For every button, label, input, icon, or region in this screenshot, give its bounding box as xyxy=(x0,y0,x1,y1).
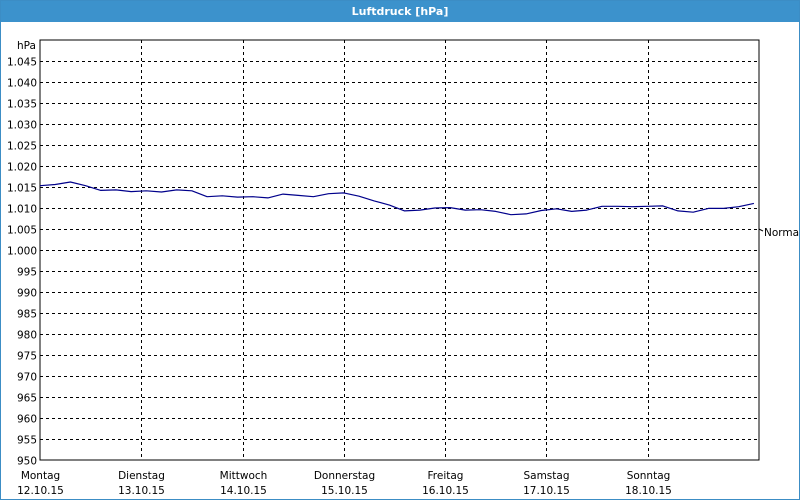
y-tick-label: 965 xyxy=(17,393,37,405)
x-tick-date-label: 13.10.15 xyxy=(118,485,165,497)
window-title: Luftdruck [hPa] xyxy=(1,1,799,22)
y-tick-label: 1.040 xyxy=(7,78,37,90)
y-tick-label: 970 xyxy=(17,372,37,384)
y-tick-label: 1.000 xyxy=(7,246,37,258)
y-tick-label: 950 xyxy=(17,456,37,468)
x-tick-day-label: Freitag xyxy=(428,470,464,482)
x-tick-date-label: 14.10.15 xyxy=(220,485,267,497)
y-tick-label: 975 xyxy=(17,351,37,363)
x-tick-day-label: Sonntag xyxy=(627,470,671,482)
x-tick-day-label: Donnerstag xyxy=(314,470,375,482)
y-tick-label: 1.005 xyxy=(7,225,37,237)
x-tick-date-label: 16.10.15 xyxy=(422,485,469,497)
y-tick-label: 1.030 xyxy=(7,120,37,132)
y-tick-label: 980 xyxy=(17,330,37,342)
x-tick-day-label: Samstag xyxy=(523,470,569,482)
x-tick-date-label: 12.10.15 xyxy=(17,485,64,497)
x-tick-date-label: 15.10.15 xyxy=(321,485,368,497)
x-tick-date-label: 18.10.15 xyxy=(625,485,672,497)
x-tick-labels: Montag 12.10.15 Dienstag 13.10.15 Mittwoch 14… xyxy=(17,470,672,497)
y-tick-label: 960 xyxy=(17,414,37,426)
x-tick-day-label: Montag xyxy=(21,470,60,482)
y-axis-unit-label: hPa xyxy=(17,40,36,52)
y-tick-label: 1.045 xyxy=(7,57,37,69)
y-tick-label: 955 xyxy=(17,435,37,447)
y-tick-label: 1.010 xyxy=(7,204,37,216)
series-layer xyxy=(39,181,755,216)
plot-area-border xyxy=(39,39,760,461)
y-tick-label: 995 xyxy=(17,267,37,279)
y-tick-label: 1.025 xyxy=(7,141,37,153)
x-tick-day-label: Mittwoch xyxy=(220,470,268,482)
y-tick-label: 1.020 xyxy=(7,162,37,174)
grid-layer xyxy=(40,40,759,460)
y-tick-label: 985 xyxy=(17,309,37,321)
normal-marker-tick xyxy=(758,228,764,232)
pressure-series-line xyxy=(39,181,755,216)
x-tick-date-label: 17.10.15 xyxy=(523,485,570,497)
y-tick-label: 1.015 xyxy=(7,183,37,195)
y-tick-labels: 950 955 960 965 970 975 980 985 990 995 1.000 1.005… xyxy=(7,57,37,468)
normal-annotation: Normal xyxy=(764,227,800,239)
y-tick-label: 1.035 xyxy=(7,99,37,111)
x-tick-day-label: Dienstag xyxy=(118,470,165,482)
y-tick-label: 990 xyxy=(17,288,37,300)
